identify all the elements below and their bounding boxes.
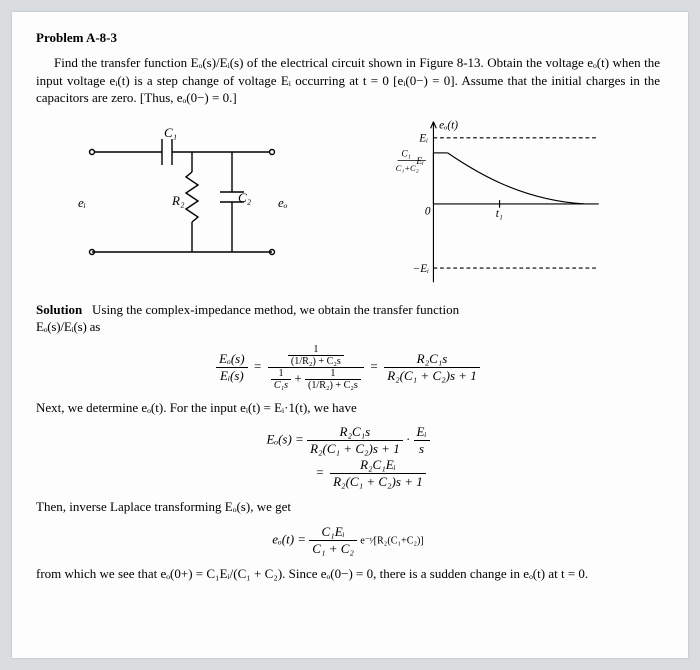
line: change in eₒ(t) at t = 0. xyxy=(470,566,588,581)
label-c1: C₁ xyxy=(164,127,177,140)
zero: 0 xyxy=(425,205,431,217)
eq-text: eₒ(t) = xyxy=(272,531,309,546)
eq-text: R₂C₁Eᵢ xyxy=(360,457,396,472)
problem-statement: Find the transfer function Eₒ(s)/Eᵢ(s) o… xyxy=(36,54,660,107)
eq-text: R₂C₁s xyxy=(417,351,448,366)
eq-text: Eᵢ(s) xyxy=(220,368,244,383)
solution-intro: Solution Using the complex-impedance met… xyxy=(36,301,660,336)
line: from which we see that eₒ(0+) = C₁Eᵢ/(C₁… xyxy=(36,566,467,581)
eq-text: Eᵢ xyxy=(417,424,427,439)
eq-text: R₂(C₁ + C₂)s + 1 xyxy=(333,474,423,489)
eq-text: R₂(C₁ + C₂)s + 1 xyxy=(387,368,477,383)
equation-transfer-function: Eₒ(s)Eᵢ(s) = 1(1/R₂) + C₂s 1C₁s + 1(1/R₂… xyxy=(36,344,660,391)
ei-top: Eᵢ xyxy=(418,132,428,144)
eq-text: (1/R₂) + C₂s xyxy=(305,380,361,391)
eq-text: Eₒ(s) = xyxy=(266,432,307,447)
page: Problem A-8-3 Find the transfer function… xyxy=(12,12,688,658)
eq-text: Eₒ(s) xyxy=(219,351,244,366)
eq-text: 1 xyxy=(271,368,291,380)
eq-text: (1/R₂) + C₂s xyxy=(288,356,344,367)
legend-tail: Eᵢ xyxy=(415,157,424,167)
label-r2: R₂ xyxy=(171,193,185,208)
final-paragraph: from which we see that eₒ(0+) = C₁Eᵢ/(C₁… xyxy=(36,565,660,583)
ylabel: eₒ(t) xyxy=(439,119,458,131)
equation-eo-s: Eₒ(s) = R₂C₁sR₂(C₁ + C₂)s + 1 · Eᵢs = R₂… xyxy=(36,424,660,490)
solution-label: Solution xyxy=(36,302,82,317)
figure-row: C₁ R₂ C₂ eᵢ eₒ xyxy=(36,117,660,287)
t1: t₁ xyxy=(496,208,503,220)
eq-text: e⁻ᵗ⁄[R₂(C₁+C₂)] xyxy=(360,535,424,546)
solution-text2: Eₒ(s)/Eᵢ(s) as xyxy=(36,319,100,334)
label-eo: eₒ xyxy=(278,195,288,210)
eq-text: R₂C₁s xyxy=(340,424,371,439)
eq-text: s xyxy=(419,441,424,456)
eq-text: 1 xyxy=(288,344,344,356)
solution-text: Using the complex-impedance method, we o… xyxy=(92,302,459,317)
next-line: Next, we determine eₒ(t). For the input … xyxy=(36,399,660,417)
label-c2: C₂ xyxy=(238,190,252,205)
line: zero. [Thus, eₒ(0−) = 0.] xyxy=(111,90,237,105)
label-ei: eᵢ xyxy=(78,195,86,210)
eq-text: · xyxy=(406,432,414,447)
legend-frac-d: C₁+C₂ xyxy=(396,162,419,172)
eq-text: C₁ + C₂ xyxy=(312,541,354,556)
circuit-diagram: C₁ R₂ C₂ eᵢ eₒ xyxy=(36,127,338,277)
eq-text: 1 xyxy=(305,368,361,380)
legend-frac-n: C₁ xyxy=(401,149,411,159)
response-graph: eₒ(t) Eᵢ −Eᵢ 0 t₁ C₁ C₁+C₂ Eᵢ xyxy=(358,117,660,287)
ei-bot: −Eᵢ xyxy=(413,263,430,275)
problem-title: Problem A-8-3 xyxy=(36,30,660,46)
equation-eo-t: eₒ(t) = C₁Eᵢ C₁ + C₂ e⁻ᵗ⁄[R₂(C₁+C₂)] xyxy=(36,524,660,557)
eq-text: R₂(C₁ + C₂)s + 1 xyxy=(310,441,400,456)
eq-text: + xyxy=(294,370,305,385)
then-line: Then, inverse Laplace transforming Eₒ(s)… xyxy=(36,498,660,516)
eq-text: C₁s xyxy=(274,380,288,391)
line: Find the transfer function Eₒ(s)/Eᵢ(s) o… xyxy=(54,55,484,70)
eq-text: C₁Eᵢ xyxy=(322,524,345,539)
